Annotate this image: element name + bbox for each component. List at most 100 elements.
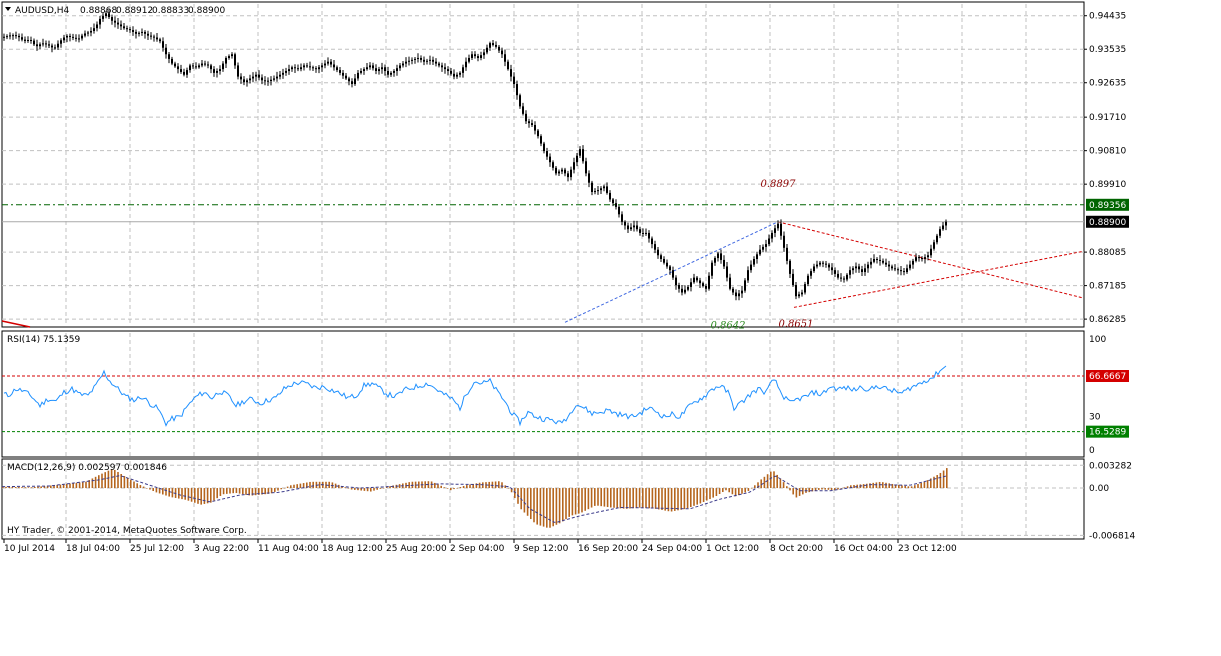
macd-bar: [926, 480, 929, 489]
candle: [33, 38, 35, 46]
macd-bar: [347, 488, 350, 489]
time-tick-label: 25 Jul 12:00: [130, 544, 184, 554]
macd-tick-label: 0.003282: [1089, 461, 1132, 471]
macd-bar: [907, 486, 910, 489]
macd-bar: [738, 488, 740, 496]
macd-bar: [798, 488, 801, 496]
price-annotation: 0.8651: [779, 319, 814, 330]
macd-bar: [549, 488, 551, 528]
candle: [390, 71, 392, 77]
macd-bar: [722, 488, 724, 493]
macd-bar: [66, 483, 68, 489]
candle: [216, 68, 218, 78]
macd-bar: [194, 488, 196, 503]
macd-bar: [760, 479, 762, 489]
macd-bar: [600, 488, 602, 507]
candle: [942, 222, 944, 231]
macd-bar: [165, 488, 167, 496]
macd-bar: [8, 486, 10, 489]
macd-bar: [670, 488, 673, 512]
trendline[interactable]: [564, 221, 779, 323]
candle: [519, 93, 521, 109]
candle: [810, 268, 812, 279]
macd-bar: [488, 481, 490, 489]
candle: [321, 62, 323, 72]
price-tick-label: 0.94435: [1089, 12, 1126, 22]
macd-bar: [158, 488, 161, 494]
macd-bar: [590, 488, 593, 508]
candle: [105, 10, 107, 19]
macd-bar: [850, 485, 852, 489]
time-axis: 10 Jul 2014 18 Jul 04:00 25 Jul 12:00 3 Aug…: [3, 539, 957, 554]
candle: [219, 65, 221, 75]
macd-bar: [443, 487, 446, 489]
macd-bar: [5, 486, 7, 489]
macd-bar: [562, 488, 564, 522]
candle: [717, 251, 719, 262]
macd-bar: [389, 486, 391, 489]
macd-bar: [152, 488, 154, 492]
candle: [9, 32, 11, 40]
macd-bar: [680, 488, 682, 510]
rsi-level-badge: [1086, 369, 1129, 382]
macd-bar: [466, 485, 468, 489]
macd-bar: [578, 488, 580, 514]
macd-bar: [91, 478, 94, 489]
macd-bar: [370, 488, 372, 492]
candle: [918, 254, 920, 262]
macd-bar: [539, 488, 542, 526]
time-tick-label: 24 Sep 04:00: [642, 544, 702, 554]
candle: [558, 169, 560, 176]
candle: [780, 219, 782, 240]
candle: [357, 70, 359, 81]
macd-bar: [869, 483, 871, 489]
macd-title: MACD(12,26,9) 0.002597 0.001846: [7, 463, 167, 473]
macd-bar: [910, 486, 913, 489]
rsi-level-label: 16.5289: [1089, 428, 1126, 438]
macd-bar: [418, 481, 420, 489]
chart-menu-triangle-icon[interactable]: [5, 7, 11, 11]
macd-bar: [613, 488, 615, 508]
macd-bar: [254, 488, 257, 496]
candle: [621, 211, 623, 226]
macd-bar: [210, 488, 212, 503]
candle: [282, 68, 284, 79]
macd-bar: [350, 488, 353, 490]
macd-bar: [373, 488, 375, 491]
macd-bar: [229, 488, 231, 494]
macd-bar: [219, 488, 222, 496]
candle: [309, 61, 311, 71]
candle: [894, 264, 896, 272]
candle: [15, 31, 17, 39]
price-panel: 0.89356 0.88900 0.8897 0.8642 0.8651 0.9443…: [1, 1, 1129, 331]
ohlc-open: 0.88868: [80, 6, 117, 16]
trendline[interactable]: [793, 251, 1083, 308]
candle: [720, 249, 722, 264]
candle: [426, 58, 428, 65]
candle: [762, 244, 764, 253]
candle: [771, 230, 773, 243]
macd-bar: [750, 488, 753, 489]
macd-bar: [62, 484, 65, 489]
macd-bar: [773, 471, 775, 489]
macd-bar: [101, 473, 103, 489]
candle: [72, 33, 74, 41]
macd-bar: [40, 486, 42, 489]
candle: [288, 64, 290, 75]
macd-bar: [206, 488, 209, 504]
price-tick-label: 0.87185: [1089, 282, 1126, 292]
trendline[interactable]: [777, 221, 1083, 299]
candle: [744, 278, 746, 293]
candle: [609, 190, 611, 202]
macd-bar: [366, 488, 369, 492]
candle: [858, 263, 860, 273]
watermark: HY Trader, © 2001-2014, MetaQuotes Softw…: [7, 526, 247, 536]
macd-bar: [894, 484, 897, 489]
candle: [297, 64, 299, 72]
candle: [606, 182, 608, 195]
candle: [927, 251, 929, 261]
candle: [12, 33, 14, 40]
candle: [165, 44, 167, 59]
candle: [912, 258, 914, 269]
candle: [909, 260, 911, 271]
